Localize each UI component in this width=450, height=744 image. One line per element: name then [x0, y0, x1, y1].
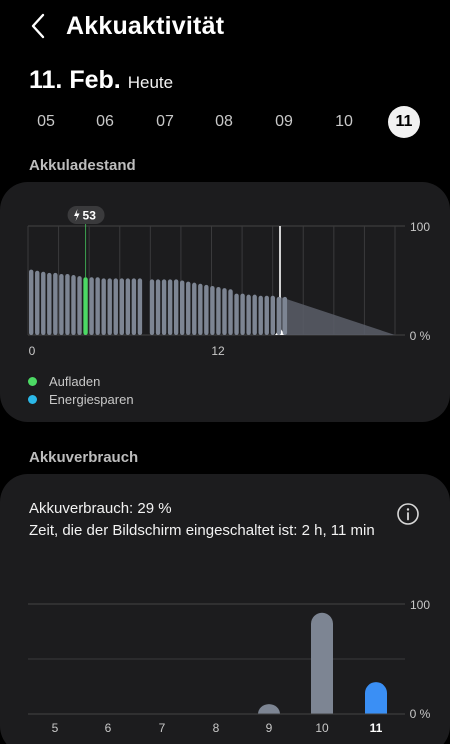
- battery-level-bar: [167, 279, 173, 335]
- battery-level-bar: [101, 278, 106, 335]
- battery-level-bar: [89, 277, 94, 335]
- app-header: Akkuaktivität: [0, 0, 450, 56]
- battery-level-bar: [71, 275, 76, 335]
- battery-level-bar: [29, 269, 34, 335]
- battery-level-bar: [35, 270, 40, 335]
- day-10[interactable]: 10: [335, 113, 353, 130]
- battery-level-bar: [107, 278, 112, 335]
- battery-level-bar: [131, 278, 137, 335]
- battery-level-bar: [149, 279, 155, 335]
- battery-level-bar: [234, 293, 239, 335]
- day-09[interactable]: 09: [275, 113, 293, 130]
- battery-level-bar: [47, 272, 52, 335]
- charging-dot-icon: [28, 376, 37, 386]
- battery-level-bar: [252, 294, 257, 335]
- battery-level-bar: [282, 296, 288, 335]
- battery-level-chart: 53 100 0 % 0 12: [27, 206, 431, 358]
- battery-level-section-title: Akkuladestand: [29, 157, 136, 174]
- battery-level-bar: [192, 282, 197, 335]
- charge-badge: 53: [67, 206, 105, 278]
- battery-level-bar: [155, 279, 161, 335]
- y-axis-label-100: 100: [410, 220, 430, 234]
- chevron-left-icon: [31, 13, 45, 39]
- battery-level-bar: [77, 276, 82, 335]
- battery-level-bar: [270, 295, 275, 335]
- battery-level-bar: [222, 288, 227, 335]
- back-button[interactable]: [24, 10, 52, 42]
- battery-level-bars: [29, 269, 288, 335]
- battery-level-bar: [65, 273, 70, 335]
- forecast-wedge: [280, 296, 395, 335]
- legend-item-power-saving: Energiesparen: [28, 390, 134, 408]
- day-05[interactable]: 05: [37, 113, 55, 130]
- date-heading: 11. Feb. Heute: [29, 66, 173, 100]
- power-saving-dot-icon: [28, 394, 37, 404]
- battery-level-bar: [173, 279, 179, 335]
- battery-level-bar: [276, 296, 282, 335]
- date-sub: Heute: [127, 73, 174, 92]
- battery-level-bar: [258, 295, 263, 335]
- day-selector: 05 06 07 08 09 10 11: [0, 106, 450, 140]
- x-axis-label-0: 0: [29, 344, 36, 358]
- lightning-bolt-icon: [74, 209, 80, 221]
- chart-legend: Aufladen Energiesparen: [28, 372, 134, 408]
- info-icon: [397, 503, 419, 525]
- battery-level-bar: [83, 277, 88, 335]
- page-title: Akkuaktivität: [66, 12, 225, 40]
- forecast-area: [275, 226, 395, 335]
- battery-level-bar: [137, 278, 143, 335]
- day-07[interactable]: 07: [156, 113, 174, 130]
- battery-level-bar: [119, 278, 124, 335]
- battery-level-bar: [264, 295, 269, 335]
- battery-level-bar: [228, 289, 233, 335]
- battery-level-bar: [246, 294, 251, 335]
- battery-level-bar: [210, 285, 215, 335]
- battery-level-bar: [180, 280, 185, 335]
- battery-level-bar: [59, 273, 64, 335]
- info-button[interactable]: [396, 502, 420, 526]
- battery-level-bar: [41, 271, 46, 335]
- day-08[interactable]: 08: [215, 113, 233, 130]
- battery-level-bar: [125, 278, 131, 335]
- battery-level-bar: [204, 284, 209, 335]
- x-axis-label-12: 12: [211, 344, 225, 358]
- battery-level-bar: [95, 277, 100, 335]
- battery-level-bar: [186, 281, 191, 335]
- day-06[interactable]: 06: [96, 113, 114, 130]
- battery-level-bar: [198, 283, 203, 335]
- battery-level-bar: [53, 272, 58, 335]
- legend-label-power-saving: Energiesparen: [49, 391, 134, 407]
- battery-level-bar: [240, 293, 245, 335]
- legend-item-charging: Aufladen: [28, 372, 134, 390]
- date-main: 11. Feb.: [29, 66, 121, 94]
- battery-level-bar: [161, 279, 167, 335]
- y-axis-label-0: 0 %: [410, 329, 431, 343]
- battery-usage-section-title: Akkuverbrauch: [29, 449, 139, 466]
- legend-label-charging: Aufladen: [49, 373, 101, 389]
- charge-badge-value: 53: [83, 209, 97, 223]
- battery-level-bar: [216, 287, 221, 335]
- battery-level-bar: [113, 278, 118, 335]
- day-11-selected[interactable]: 11: [388, 106, 420, 138]
- usage-percentage: Akkuverbrauch: 29 %: [29, 500, 172, 517]
- screen-on-time: Zeit, die der Bildschirm eingeschaltet i…: [29, 522, 375, 539]
